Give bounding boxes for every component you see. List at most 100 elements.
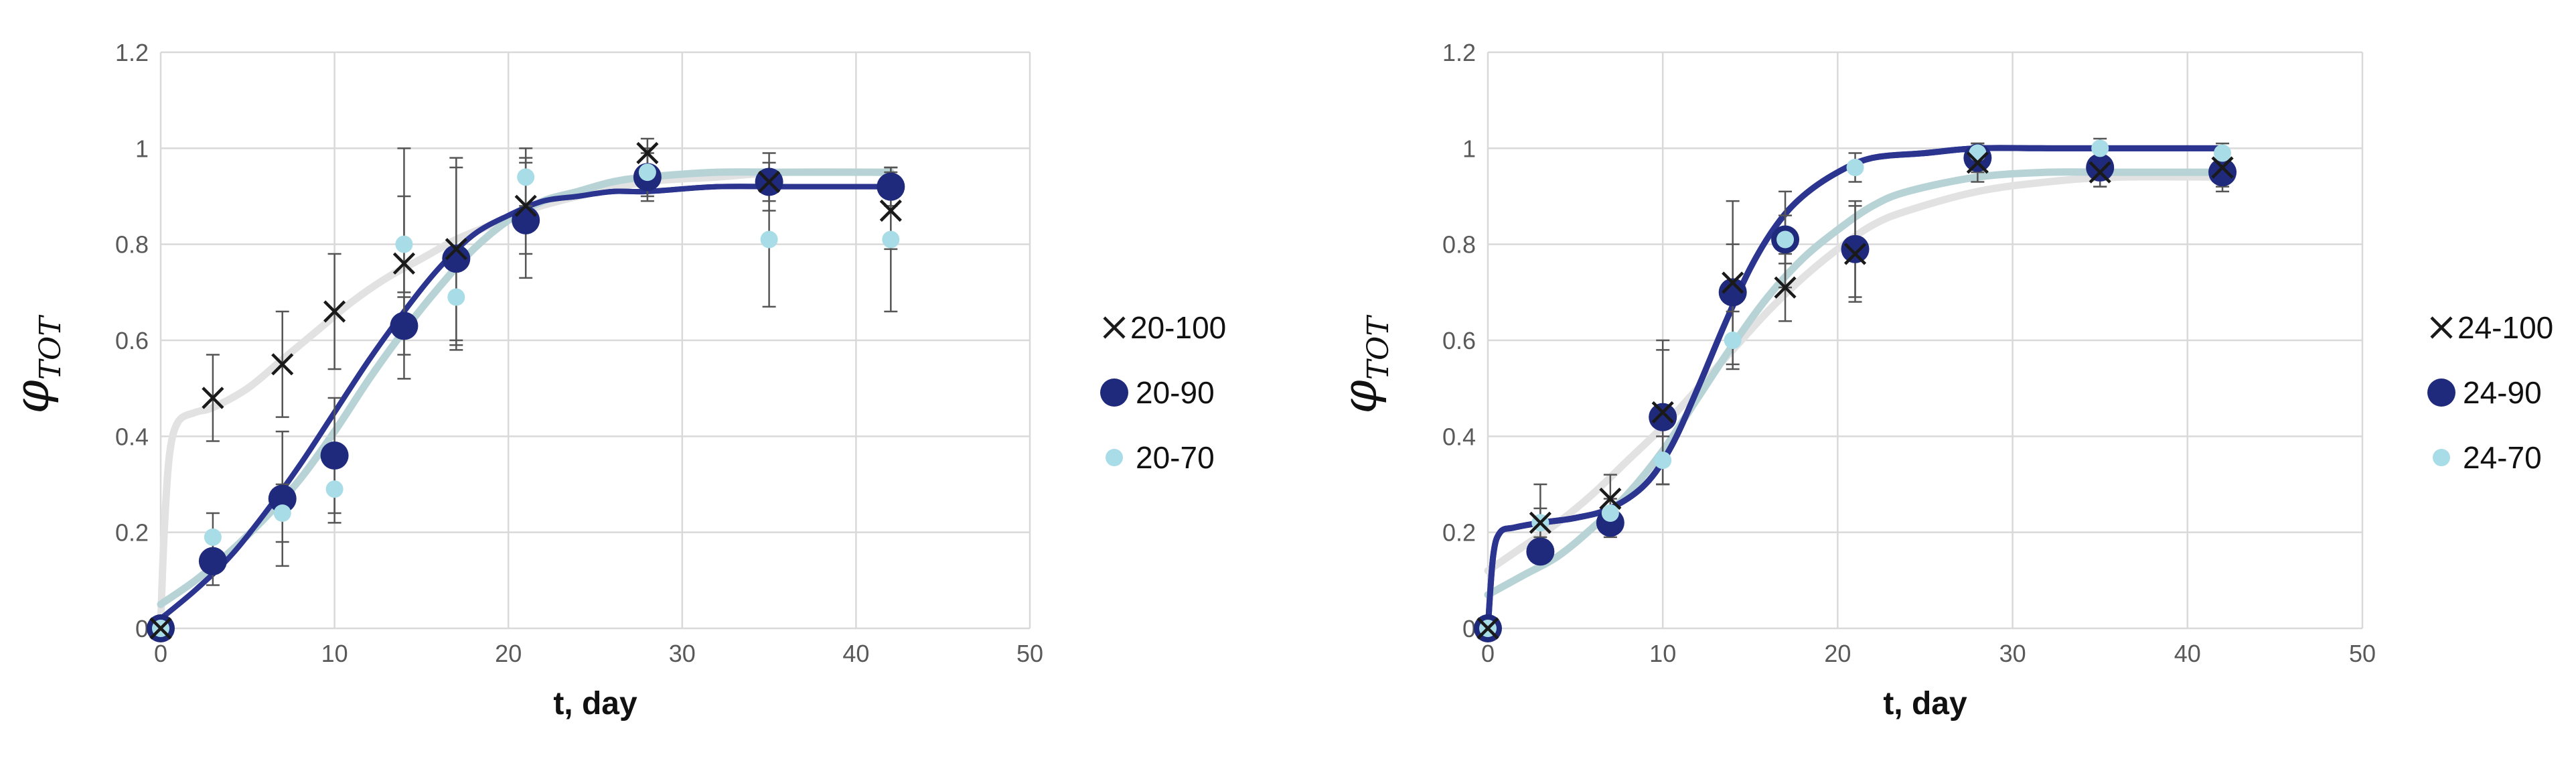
x-axis-label: t, day (1883, 686, 1967, 721)
legend-label: 20-70 (1136, 440, 1215, 475)
point-20-100 (271, 353, 294, 376)
legend-marker (1100, 378, 1128, 407)
x-tick-label: 50 (2349, 640, 2376, 667)
point-20-100 (202, 387, 224, 409)
point-20-70 (447, 288, 465, 306)
point-24-100 (1599, 487, 1622, 510)
legend-entry-20-70: 20-70 (1106, 440, 1215, 475)
y-tick-label: 0.8 (1442, 231, 1476, 259)
x-tick-label: 20 (1824, 640, 1851, 667)
point-24-90 (2208, 158, 2237, 187)
x-tick-label: 50 (1016, 640, 1043, 667)
point-20-70 (273, 504, 291, 522)
fit-curve-20-100 (157, 168, 895, 628)
legend-marker (2430, 316, 2453, 339)
point-20-70 (517, 168, 535, 186)
x-tick-label: 10 (1649, 640, 1676, 667)
point-20-70 (204, 528, 222, 546)
point-20-70 (638, 163, 656, 182)
point-24-100 (1476, 617, 1499, 640)
fit-curve-24-70 (1484, 168, 2226, 599)
x-tick-label: 10 (321, 640, 348, 667)
x-tick-label: 20 (495, 640, 522, 667)
point-20-90 (268, 484, 297, 513)
point-24-100 (2211, 156, 2234, 179)
y-tick-label: 0.8 (115, 231, 149, 259)
point-24-70 (1601, 504, 1619, 522)
point-20-90 (320, 441, 349, 470)
point-24-90 (2086, 153, 2115, 182)
x-axis-label: t, day (553, 686, 637, 721)
y-tick-label: 0.2 (1442, 519, 1476, 547)
point-24-70 (1654, 452, 1672, 470)
point-24-70 (2091, 139, 2109, 157)
svg-text:φTOT: φTOT (3, 314, 68, 414)
y-axis-label: φTOT (3, 314, 68, 414)
legend-label: 20-100 (1130, 310, 1226, 345)
svg-text:φTOT: φTOT (1331, 314, 1395, 414)
point-20-100 (149, 617, 172, 640)
y-tick-label: 0.6 (1442, 327, 1476, 354)
x-tick-label: 30 (1999, 640, 2026, 667)
point-20-90 (442, 245, 471, 273)
y-tick-label: 0.2 (115, 519, 149, 547)
point-20-100 (392, 252, 416, 275)
y-tick-label: 0.4 (115, 423, 149, 450)
point-20-100 (323, 300, 346, 323)
x-tick-label: 40 (2174, 640, 2201, 667)
point-20-90 (512, 206, 540, 234)
legend-entry-24-90: 24-90 (2427, 375, 2542, 410)
legend-label: 24-100 (2457, 310, 2553, 345)
point-20-90 (198, 547, 227, 575)
point-24-90 (1649, 403, 1677, 431)
point-24-70 (2214, 144, 2232, 162)
legend-marker (1106, 449, 1123, 466)
x-tick-label: 40 (842, 640, 869, 667)
y-tick-label: 1.2 (1442, 39, 1476, 66)
point-20-90 (877, 172, 905, 201)
point-24-70 (1969, 144, 1987, 162)
legend-entry-20-90: 20-90 (1100, 375, 1215, 410)
point-20-100 (879, 199, 902, 222)
point-20-100 (758, 170, 781, 194)
chart-2: 0 0.2 0.4 0.6 0.8 1 1.2 0 10 20 30 40 50 t, day φTOT 24… (1331, 39, 2553, 721)
y-tick-label: 1.2 (115, 39, 149, 66)
x-tick-label: 0 (154, 640, 167, 667)
point-24-100 (1722, 271, 1744, 294)
point-20-70 (395, 235, 413, 253)
fit-curve-24-90-top (1485, 145, 2226, 632)
point-24-100 (1843, 243, 1867, 265)
point-24-100 (1774, 276, 1797, 299)
legend-entry-24-70: 24-70 (2433, 440, 2542, 475)
point-24-100 (1651, 401, 1674, 424)
legend-marker (2427, 378, 2455, 407)
legend-entry-20-100: 20-100 (1103, 310, 1226, 345)
y-tick-label: 1 (1462, 135, 1476, 162)
y-tick-label: 0.4 (1442, 423, 1476, 450)
point-20-90 (390, 312, 419, 340)
point-24-100 (1529, 511, 1551, 534)
point-24-100 (1966, 151, 1989, 174)
point-24-90 (1841, 234, 1870, 263)
point-20-70 (325, 480, 344, 498)
legend-marker (1103, 316, 1126, 339)
point-20-100 (514, 194, 537, 217)
y-tick-label: 0 (1462, 615, 1476, 642)
point-20-70 (760, 230, 778, 249)
point-24-90 (1718, 278, 1747, 307)
legend-marker (2433, 449, 2450, 466)
x-tick-label: 30 (669, 640, 696, 667)
point-24-90 (1526, 537, 1555, 566)
point-24-70 (1724, 332, 1742, 349)
legend-label: 20-90 (1136, 375, 1215, 410)
point-24-100 (2089, 161, 2111, 184)
point-20-70 (882, 230, 900, 249)
y-tick-label: 0.6 (115, 327, 149, 354)
fit-curve-24-100 (1484, 173, 2226, 575)
chart-1: 0 0.2 0.4 0.6 0.8 1 1.2 0 10 20 30 40 50 t, day φTOT 20… (3, 39, 1226, 721)
x-tick-label: 0 (1481, 640, 1495, 667)
point-20-100 (636, 141, 659, 165)
legend-entry-24-100: 24-100 (2430, 310, 2553, 345)
y-tick-label: 1 (135, 135, 149, 162)
